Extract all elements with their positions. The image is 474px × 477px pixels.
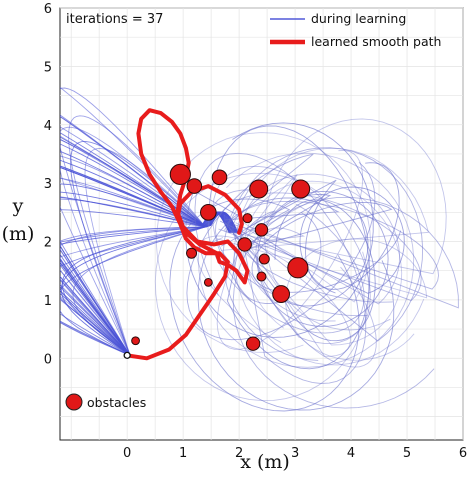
learning-trajectory — [221, 147, 429, 366]
obstacle — [258, 253, 270, 265]
learning-trajectory — [197, 152, 415, 368]
learning-trajectory — [84, 147, 238, 356]
y-axis-label-unit: (m) — [2, 223, 35, 245]
tick-labels: 0 1 2 3 4 5 6 0 1 2 3 4 5 6 — [44, 2, 467, 461]
obstacle-legend-label: obstacles — [87, 395, 146, 410]
learning-trajectory — [186, 153, 376, 341]
obstacle — [131, 336, 140, 346]
iterations-annotation: iterations = 37 — [66, 12, 163, 27]
learning-trajectory — [155, 132, 372, 353]
learning-trajectory — [185, 122, 374, 338]
obstacle — [245, 336, 261, 351]
x-tick-label: 1 — [179, 446, 187, 461]
learning-trajectory — [223, 118, 447, 331]
obstacle — [186, 247, 198, 259]
during-learning-trajectories — [60, 86, 459, 412]
learning-trajectory — [224, 199, 376, 342]
learning-trajectory — [247, 201, 402, 293]
obstacle — [254, 223, 269, 237]
legend-label-learned-path: learned smooth path — [311, 34, 441, 49]
y-tick-label: 6 — [44, 2, 52, 17]
x-tick-label: 4 — [347, 446, 355, 461]
learning-trajectory — [208, 125, 371, 370]
x-tick-label: 3 — [291, 446, 299, 461]
x-axis-label: x (m) — [240, 451, 290, 473]
x-tick-label: 6 — [459, 446, 467, 461]
learning-trajectory — [197, 197, 395, 411]
learning-trajectory — [246, 162, 400, 290]
learning-trajectory — [232, 200, 439, 303]
legend: during learning learned smooth path — [270, 11, 441, 49]
learning-trajectory — [60, 115, 231, 356]
obstacle — [169, 163, 191, 185]
obstacle-legend-marker — [65, 393, 83, 411]
obstacle — [249, 179, 269, 199]
y-tick-label: 5 — [44, 60, 52, 75]
learning-trajectory — [232, 210, 322, 304]
learning-trajectory — [60, 191, 231, 356]
legend-label-during-learning: during learning — [311, 11, 406, 26]
start-marker — [123, 351, 131, 360]
y-tick-label: 3 — [44, 177, 52, 192]
learning-trajectory — [216, 238, 428, 361]
y-tick-label: 4 — [44, 119, 52, 134]
x-tick-label: 2 — [235, 446, 243, 461]
obstacle — [256, 271, 267, 282]
obstacle — [237, 237, 252, 252]
y-tick-label: 1 — [44, 294, 52, 309]
obstacle — [211, 169, 228, 186]
learning-trajectory — [154, 172, 370, 402]
y-axis-label: y (m) — [2, 195, 35, 245]
obstacles-layer — [131, 163, 311, 351]
obstacle — [186, 178, 203, 194]
obstacle — [242, 213, 253, 224]
y-tick-label: 0 — [44, 352, 52, 367]
learning-trajectory — [60, 183, 238, 356]
obstacle — [287, 257, 309, 279]
y-tick-label: 2 — [44, 236, 52, 251]
x-tick-label: 0 — [123, 446, 131, 461]
obstacle — [203, 277, 213, 287]
learning-trajectory — [220, 186, 405, 294]
obstacle-legend: obstacles — [65, 393, 146, 411]
obstacle — [200, 204, 217, 221]
x-tick-label: 5 — [403, 446, 411, 461]
learning-trajectory — [60, 135, 234, 356]
obstacle — [272, 285, 290, 303]
learning-trajectory — [222, 147, 424, 361]
obstacle — [291, 179, 311, 199]
y-axis-label-symbol: y — [12, 195, 24, 217]
learning-trajectory — [60, 209, 230, 356]
learning-trajectory — [235, 173, 400, 322]
learning-trajectory — [60, 211, 235, 356]
